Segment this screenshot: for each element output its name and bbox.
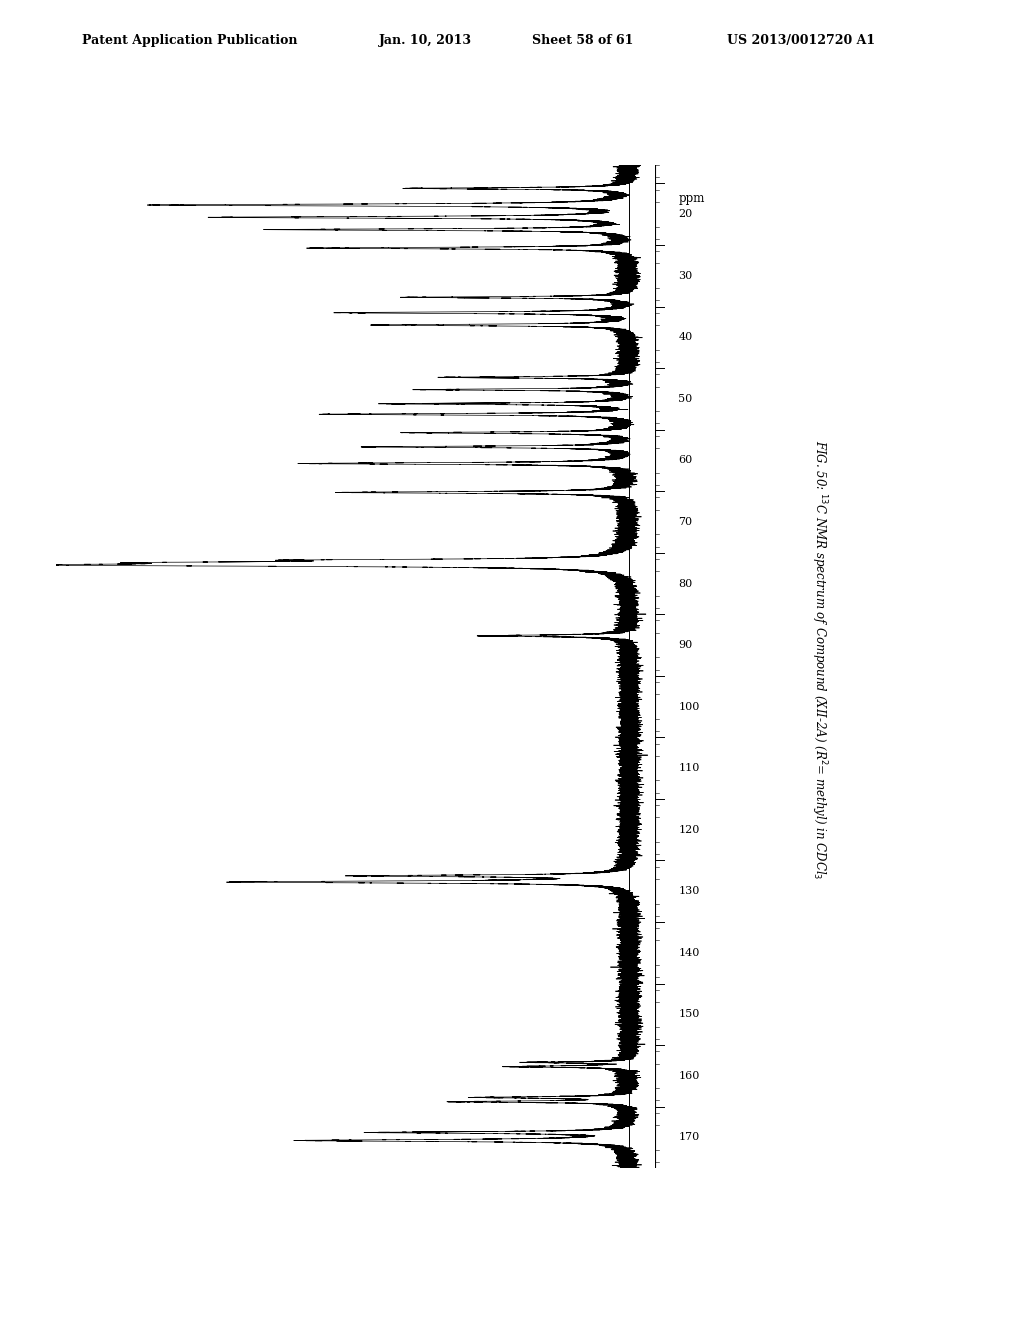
Text: Patent Application Publication: Patent Application Publication [82, 33, 297, 46]
Text: 30: 30 [678, 271, 692, 281]
Text: Sheet 58 of 61: Sheet 58 of 61 [532, 33, 634, 46]
Text: 80: 80 [678, 578, 692, 589]
Text: 90: 90 [678, 640, 692, 649]
Text: 20: 20 [678, 210, 692, 219]
Text: 100: 100 [678, 702, 699, 711]
Text: 140: 140 [678, 948, 699, 958]
Text: 40: 40 [678, 333, 692, 342]
Text: 160: 160 [678, 1071, 699, 1081]
Text: 70: 70 [678, 517, 692, 527]
Text: 120: 120 [678, 825, 699, 834]
Text: Jan. 10, 2013: Jan. 10, 2013 [379, 33, 472, 46]
Text: 130: 130 [678, 886, 699, 896]
Text: 60: 60 [678, 455, 692, 466]
Text: 170: 170 [678, 1133, 699, 1142]
Text: 110: 110 [678, 763, 699, 774]
Text: FIG. 50: $^{13}$C NMR spectrum of Compound (XII-2A) (R$^{2}$= methyl) in CDCl$_{: FIG. 50: $^{13}$C NMR spectrum of Compou… [809, 441, 829, 879]
Text: ppm: ppm [678, 193, 705, 206]
Text: US 2013/0012720 A1: US 2013/0012720 A1 [727, 33, 876, 46]
Text: 50: 50 [678, 393, 692, 404]
Text: 150: 150 [678, 1010, 699, 1019]
